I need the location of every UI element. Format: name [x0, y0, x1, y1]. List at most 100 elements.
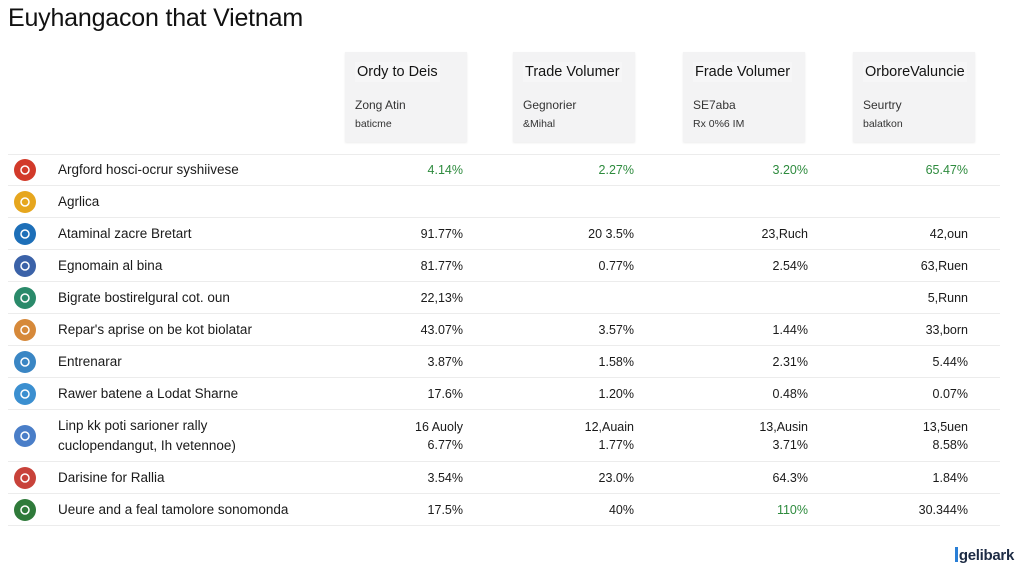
- row-label: Entrenarar: [58, 352, 122, 372]
- cell-value: 8.58%: [932, 437, 968, 452]
- row-label-line: Ataminal zacre Bretart: [58, 225, 192, 241]
- table-cell: 3.20%: [773, 161, 808, 179]
- table-row[interactable]: Entrenarar 3.87% 1.58% 2.31% 5.44%: [8, 346, 1000, 378]
- cell-value: 3.54%: [427, 470, 463, 485]
- blue-bird-icon: [14, 350, 36, 373]
- table-cell: 17.5%: [428, 501, 463, 519]
- table-row[interactable]: Darisine for Rallia 3.54% 23.0% 64.3% 1.84%: [8, 462, 1000, 494]
- table-cell: 65.47%: [926, 161, 968, 179]
- red-house-icon: [14, 466, 36, 489]
- cell-value: 17.5%: [427, 502, 463, 517]
- cell-value: 1.20%: [598, 386, 634, 401]
- table-cell: 22,13%: [421, 289, 463, 307]
- table-cell: 1.44%: [773, 321, 808, 339]
- row-label: Darisine for Rallia: [58, 468, 165, 488]
- blue-circle-icon: [14, 222, 36, 245]
- cell-value: 20 3.5%: [588, 226, 634, 241]
- column-header-sub-line: &Mihal: [523, 118, 556, 130]
- table-row[interactable]: Rawer batene a Lodat Sharne 17.6% 1.20% 0.4…: [8, 378, 1000, 410]
- table-cell: 40%: [609, 501, 634, 519]
- column-header-title: Ordy to Deis: [355, 62, 440, 82]
- table-cell: 1.20%: [599, 385, 634, 403]
- column-header-card[interactable]: Frade Volumer SE7aba Rx 0%6 IM: [683, 52, 805, 142]
- table-cell: 16 Auoly 6.77%: [415, 418, 463, 454]
- blue-flower-icon: [14, 424, 36, 447]
- row-label-line: Rawer batene a Lodat Sharne: [58, 385, 239, 401]
- cell-value: 2.27%: [598, 163, 634, 177]
- yellow-globe-icon: [14, 190, 36, 213]
- row-label: Bigrate bostirelgural cot. oun: [58, 288, 230, 308]
- cell-value: 16 Auoly: [415, 419, 463, 434]
- table-cell: 17.6%: [428, 385, 463, 403]
- table-cell: 13,5uen 8.58%: [923, 418, 968, 454]
- table-cell: 23,Ruch: [761, 225, 808, 243]
- column-header-card[interactable]: Ordy to Deis Zong Atin baticme: [345, 52, 467, 142]
- cell-value: 2.54%: [772, 258, 808, 273]
- cell-value: 3.57%: [598, 322, 634, 337]
- table-cell: 1.84%: [933, 469, 968, 487]
- table-row[interactable]: Bigrate bostirelgural cot. oun 22,13% 5,Ru…: [8, 282, 1000, 314]
- cell-value: 23,Ruch: [761, 226, 808, 241]
- brand-name: gelibark: [958, 547, 1014, 564]
- column-header-sub-line: Seurtry: [863, 98, 902, 112]
- cell-value: 40%: [608, 502, 634, 517]
- blue-mountain-icon: [14, 254, 36, 277]
- orange-box-icon: [14, 318, 36, 341]
- cell-value: 6.77%: [427, 437, 463, 452]
- table-cell: 0.77%: [599, 257, 634, 275]
- table-cell: 91.77%: [421, 225, 463, 243]
- cell-value: 17.6%: [427, 386, 463, 401]
- table-cell: 2.54%: [773, 257, 808, 275]
- table-cell: 81.77%: [421, 257, 463, 275]
- cell-value: 13,Ausin: [759, 419, 808, 434]
- table-row[interactable]: Ueure and a feal tamolore sonomonda 17.5%…: [8, 494, 1000, 526]
- table-cell: 3.57%: [599, 321, 634, 339]
- cell-value: 3.71%: [772, 437, 808, 452]
- row-label: Linp kk poti sarioner rally cuclopendangu…: [58, 416, 236, 456]
- table-cell: 1.58%: [599, 353, 634, 371]
- column-header-subtitle: Gegnorier &Mihal: [523, 96, 576, 134]
- row-label: Argford hosci-ocrur syshiivese: [58, 160, 239, 180]
- row-label-line: Linp kk poti sarioner rally: [58, 417, 208, 433]
- cell-value: 64.3%: [772, 470, 808, 485]
- cell-value: 0.77%: [598, 258, 634, 273]
- cell-value: 65.47%: [925, 163, 968, 177]
- table-cell: 43.07%: [421, 321, 463, 339]
- table-cell: 13,Ausin 3.71%: [759, 418, 808, 454]
- column-header-title: Trade Volumer: [523, 62, 622, 82]
- cell-value: 2.31%: [772, 354, 808, 369]
- green-globe-icon: [14, 498, 36, 521]
- data-table: Argford hosci-ocrur syshiivese 4.14% 2.27%…: [8, 154, 1000, 526]
- table-row[interactable]: Linp kk poti sarioner rally cuclopendangu…: [8, 410, 1000, 462]
- column-header-sub-line: Zong Atin: [355, 98, 406, 112]
- table-row[interactable]: Ataminal zacre Bretart 91.77% 20 3.5% 23,Ru…: [8, 218, 1000, 250]
- table-cell: 23.0%: [599, 469, 634, 487]
- table-row[interactable]: Agrlica: [8, 186, 1000, 218]
- table-row[interactable]: Egnomain al bina 81.77% 0.77% 2.54% 63,Ruen: [8, 250, 1000, 282]
- column-header-sub-line: SE7aba: [693, 98, 736, 112]
- column-header-title: OrboreValuncie: [863, 62, 967, 82]
- row-label: Agrlica: [58, 192, 99, 212]
- cell-value: 1.77%: [598, 437, 634, 452]
- table-cell: 33,born: [926, 321, 968, 339]
- row-label-line: Agrlica: [58, 193, 100, 209]
- column-header-sub-line: baticme: [355, 118, 392, 130]
- cell-value: 1.58%: [598, 354, 634, 369]
- table-row[interactable]: Repar's aprise on be kot biolatar 43.07% 3…: [8, 314, 1000, 346]
- column-header-cards: Ordy to Deis Zong Atin baticme Trade Vol…: [345, 52, 985, 144]
- cell-value: 1.84%: [932, 470, 968, 485]
- page-title: Euyhangacon that Vietnam: [8, 4, 303, 32]
- column-header-sub-line: Rx 0%6 IM: [693, 118, 745, 130]
- row-label-line: Repar's aprise on be kot biolatar: [58, 321, 252, 337]
- table-row[interactable]: Argford hosci-ocrur syshiivese 4.14% 2.27%…: [8, 154, 1000, 186]
- table-cell: 5.44%: [933, 353, 968, 371]
- table-cell: 4.14%: [428, 161, 463, 179]
- cell-value: 33,born: [925, 322, 968, 337]
- column-header-card[interactable]: OrboreValuncie Seurtry balatkon: [853, 52, 975, 142]
- column-header-sub-line: balatkon: [863, 118, 903, 130]
- green-bottle-icon: [14, 286, 36, 309]
- column-header-card[interactable]: Trade Volumer Gegnorier &Mihal: [513, 52, 635, 142]
- table-cell: 64.3%: [773, 469, 808, 487]
- table-cell: 110%: [777, 501, 808, 519]
- brand-logo: gelibark: [954, 547, 1014, 564]
